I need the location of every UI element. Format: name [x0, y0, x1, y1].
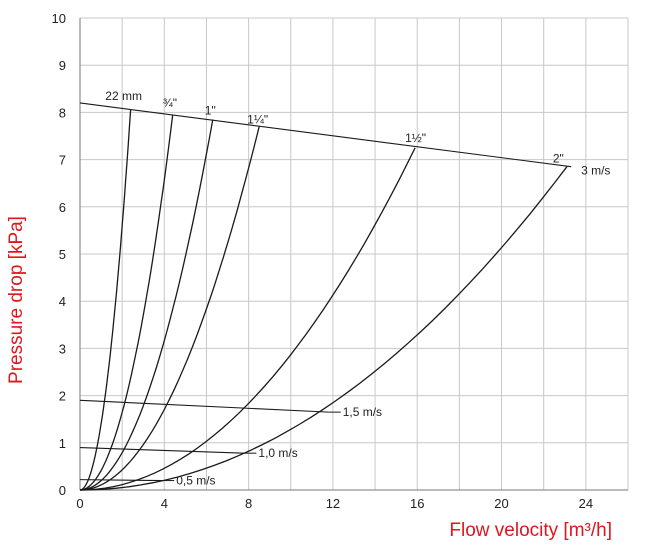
velocity-line	[79, 102, 572, 168]
y-tick-label: 4	[59, 294, 66, 309]
curve-label: 1½"	[405, 131, 426, 145]
curve-22mm	[79, 109, 132, 491]
x-tick-label: 8	[245, 496, 252, 511]
x-tick-label: 20	[494, 496, 508, 511]
x-tick-label: 16	[410, 496, 424, 511]
x-tick-label: 0	[76, 496, 83, 511]
curve-label: ¾"	[163, 96, 177, 110]
curve-2	[79, 166, 568, 491]
velocity-label: 1,0 m/s	[258, 446, 297, 460]
y-tick-label: 6	[59, 200, 66, 215]
y-tick-label: 10	[52, 11, 66, 26]
x-tick-label: 4	[161, 496, 168, 511]
y-tick-label: 1	[59, 436, 66, 451]
x-axis-title: Flow velocity [m³/h]	[449, 520, 612, 541]
curve-label: 2"	[553, 152, 564, 166]
curve-label: 22 mm	[105, 89, 142, 103]
velocity-label: 3 m/s	[581, 164, 610, 178]
y-tick-label: 8	[59, 105, 66, 120]
y-tick-label: 3	[59, 341, 66, 356]
x-tick-label: 12	[326, 496, 340, 511]
grid	[80, 17, 629, 490]
velocity-label: 1,5 m/s	[343, 405, 382, 419]
x-tick-label: 24	[579, 496, 593, 511]
curve-1	[79, 147, 416, 491]
velocity-lines	[79, 102, 572, 482]
y-axis-title: Pressure drop [kPa]	[6, 216, 27, 384]
curve-label: 1"	[205, 103, 216, 117]
velocity-line	[79, 479, 163, 482]
y-tick-label: 2	[59, 389, 66, 404]
velocity-label: 0,5 m/s	[176, 474, 215, 488]
velocity-line	[79, 399, 329, 413]
y-tick-label: 5	[59, 247, 66, 262]
curve-labels: 22 mm ¾" 1" 1¼" 1½" 2" 3 m/s 1,5 m/s 1,0 m/s 0,5 …	[105, 89, 610, 488]
y-tick-label: 9	[59, 58, 66, 73]
curve-1	[79, 126, 260, 491]
pipe-size-curves	[79, 109, 568, 491]
y-tick-label: 7	[59, 153, 66, 168]
y-tick-label: 0	[59, 483, 66, 498]
velocity-line	[79, 446, 245, 454]
curve-label: 1¼"	[247, 113, 268, 127]
